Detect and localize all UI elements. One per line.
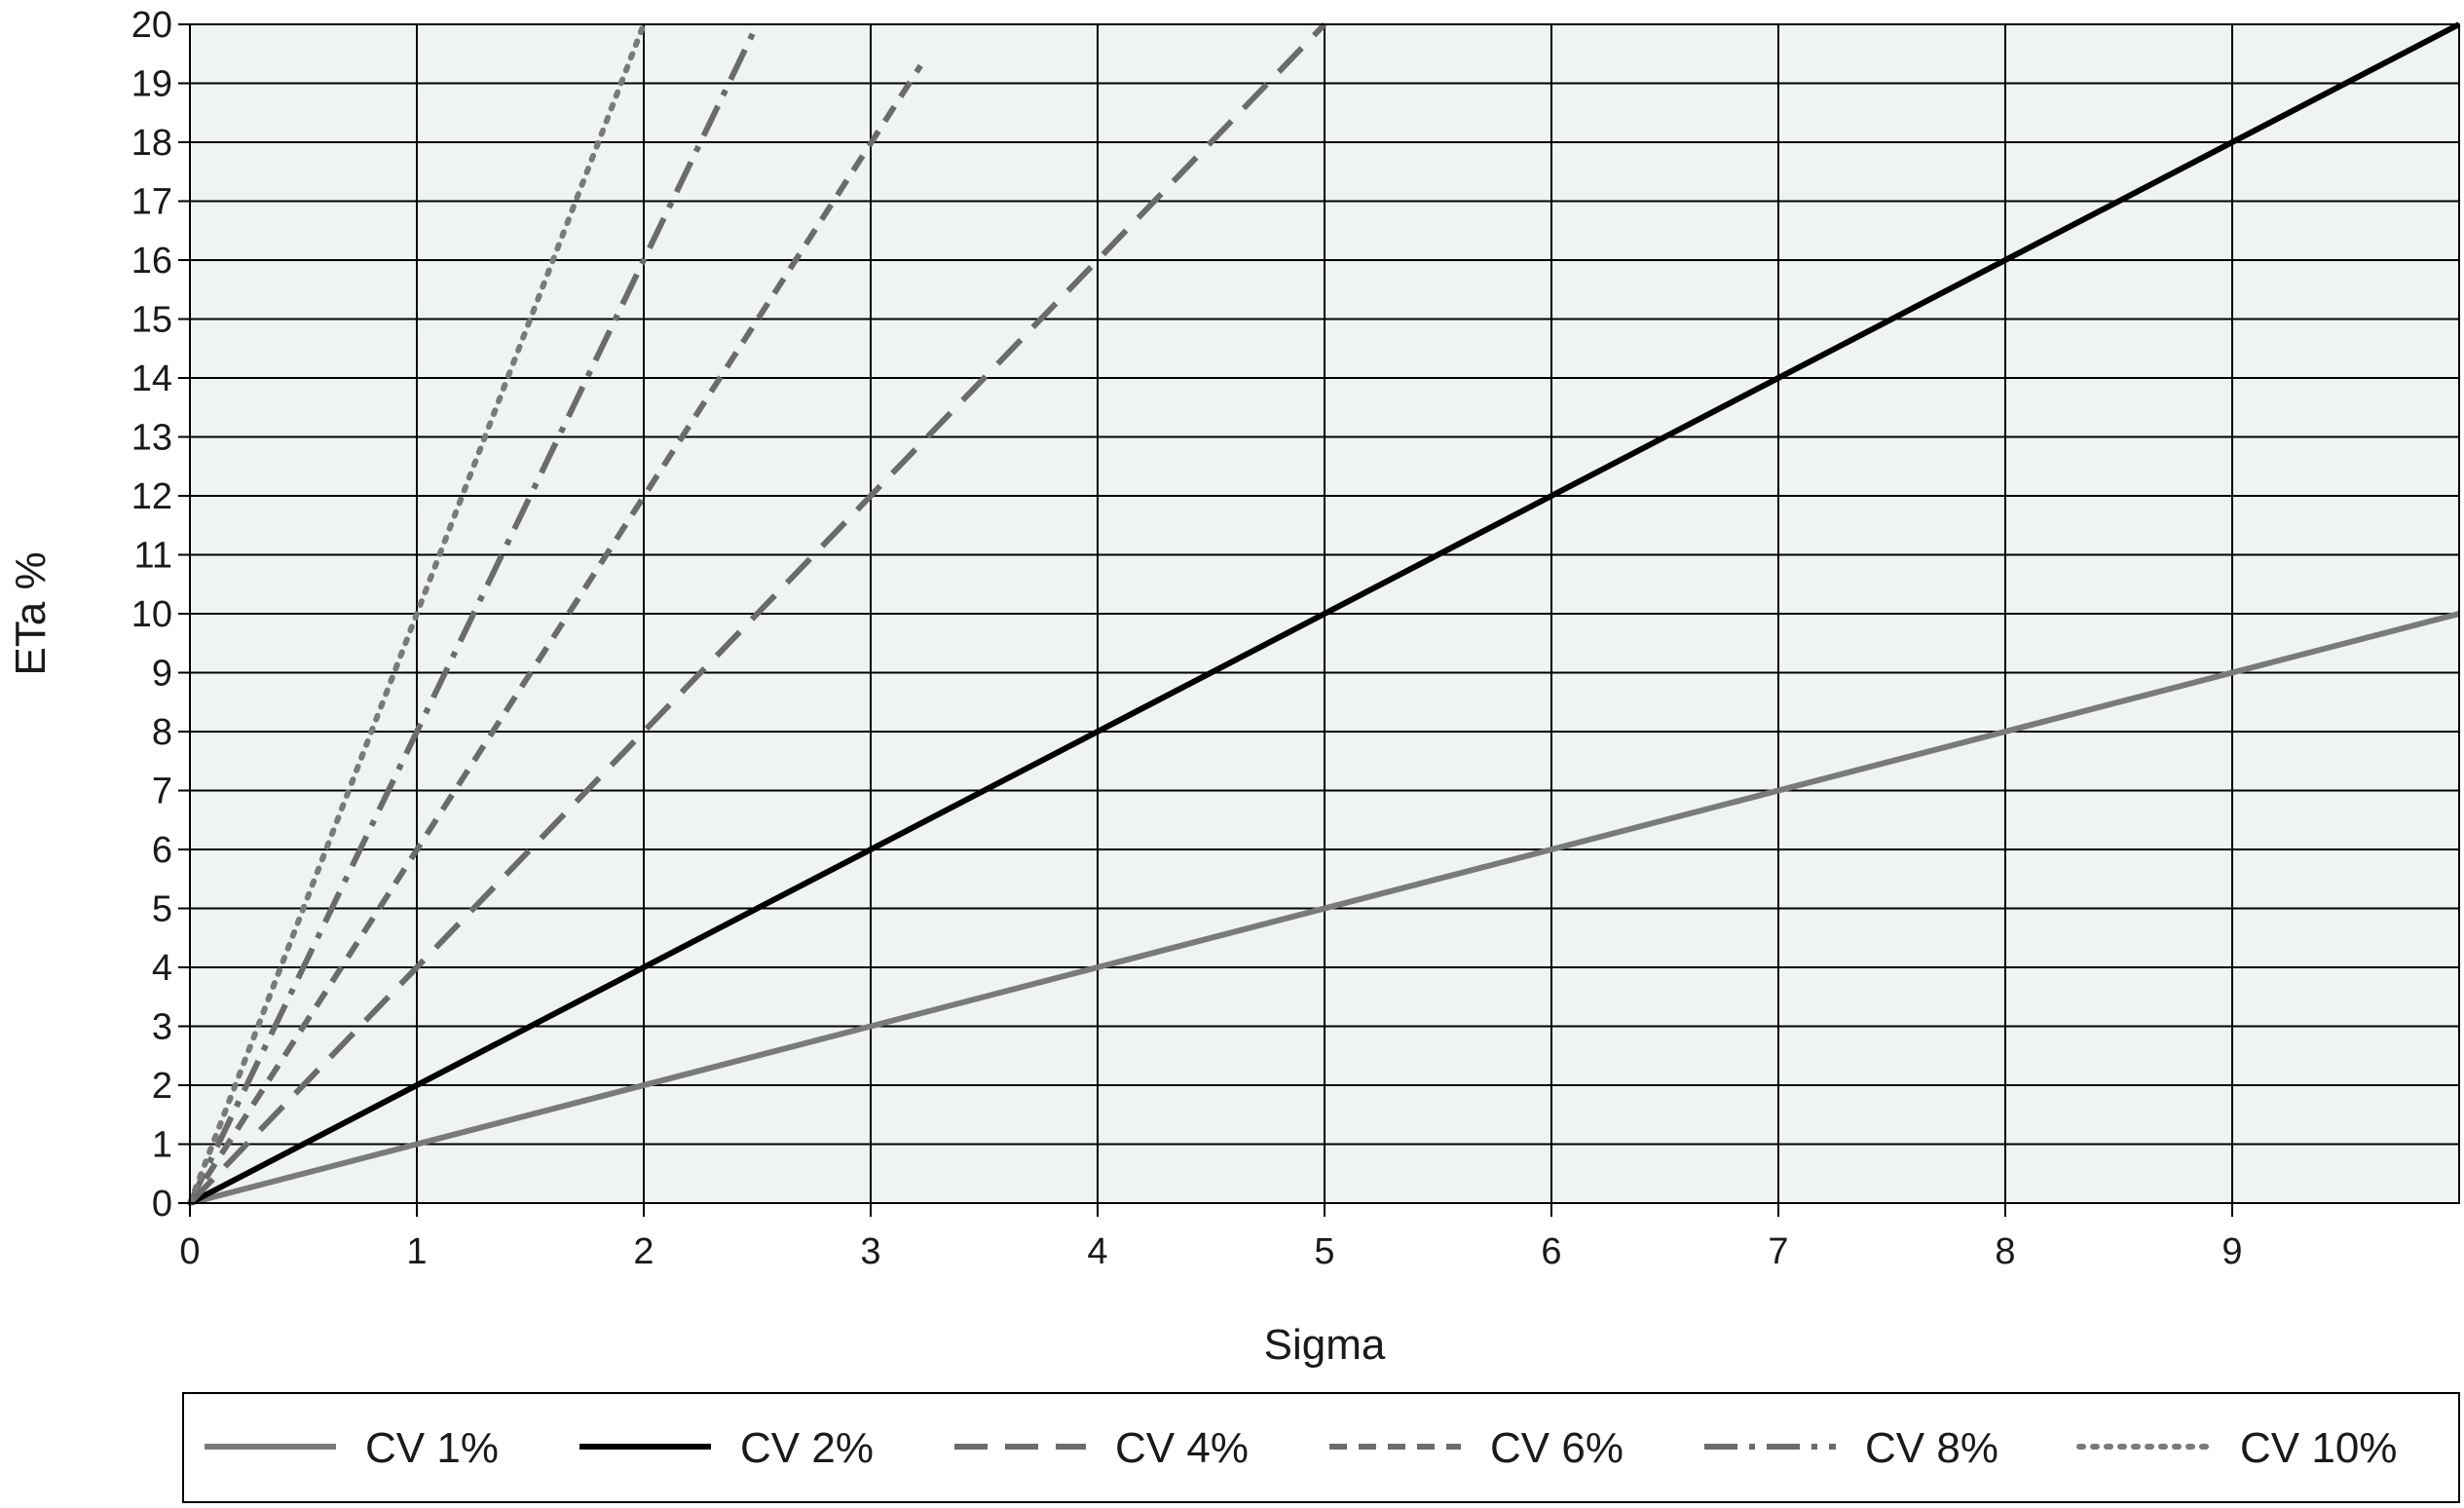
y-tick-label-17: 17 — [131, 182, 172, 223]
y-tick-label-2: 2 — [152, 1066, 172, 1107]
series-line-1 — [189, 611, 2460, 1206]
x-tick-label-1: 1 — [406, 1231, 427, 1272]
series-line-5 — [187, 22, 761, 1205]
legend-label-5: CV 8% — [1865, 1424, 1998, 1472]
legend-label-2: CV 2% — [740, 1424, 874, 1472]
y-tick-label-11: 11 — [134, 536, 172, 577]
x-tick-label-2: 2 — [633, 1231, 653, 1272]
x-tick-label-0: 0 — [179, 1231, 200, 1272]
y-tick-label-16: 16 — [131, 241, 172, 282]
y-tick-label-12: 12 — [131, 476, 172, 517]
x-tick-label-7: 7 — [1768, 1231, 1788, 1272]
legend-label-3: CV 4% — [1115, 1424, 1249, 1472]
y-tick-label-1: 1 — [152, 1125, 172, 1166]
series-line-3 — [187, 21, 1327, 1206]
x-tick-label-8: 8 — [1995, 1231, 2015, 1272]
legend-label-6: CV 10% — [2240, 1424, 2397, 1472]
series-line-4 — [187, 63, 923, 1205]
x-tick-label-4: 4 — [1087, 1231, 1107, 1272]
y-tick-label-14: 14 — [131, 358, 172, 399]
x-tick-label-9: 9 — [2221, 1231, 2242, 1272]
y-tick-label-4: 4 — [152, 948, 172, 989]
series-lines — [187, 21, 2461, 1206]
y-tick-label-13: 13 — [131, 418, 172, 459]
y-tick-label-18: 18 — [131, 123, 172, 164]
y-tick-label-6: 6 — [152, 830, 172, 871]
x-axis-title: Sigma — [1264, 1321, 1386, 1369]
legend-label-4: CV 6% — [1490, 1424, 1624, 1472]
x-tick-label-6: 6 — [1541, 1231, 1561, 1272]
y-tick-label-9: 9 — [152, 654, 172, 695]
legend: CV 1% CV 2% CV 4% CV 6% CV 8% CV 10% — [205, 1424, 2397, 1472]
y-tick-label-7: 7 — [152, 772, 172, 812]
y-tick-label-20: 20 — [131, 5, 172, 46]
x-axis-ticks: 0 1 2 3 4 5 6 7 8 9 — [179, 1203, 2243, 1272]
legend-label-1: CV 1% — [365, 1424, 499, 1472]
y-tick-label-8: 8 — [152, 712, 172, 753]
y-tick-label-10: 10 — [131, 594, 172, 635]
y-tick-label-5: 5 — [152, 889, 172, 930]
series-line-6 — [187, 21, 647, 1206]
y-tick-label-3: 3 — [152, 1007, 172, 1048]
y-tick-label-19: 19 — [131, 64, 172, 105]
y-tick-label-0: 0 — [152, 1184, 172, 1225]
x-tick-label-5: 5 — [1314, 1231, 1334, 1272]
y-tick-label-15: 15 — [131, 300, 172, 341]
x-tick-label-3: 3 — [860, 1231, 880, 1272]
y-axis-title: ETa % — [7, 551, 55, 675]
series-line-2 — [188, 21, 2461, 1206]
